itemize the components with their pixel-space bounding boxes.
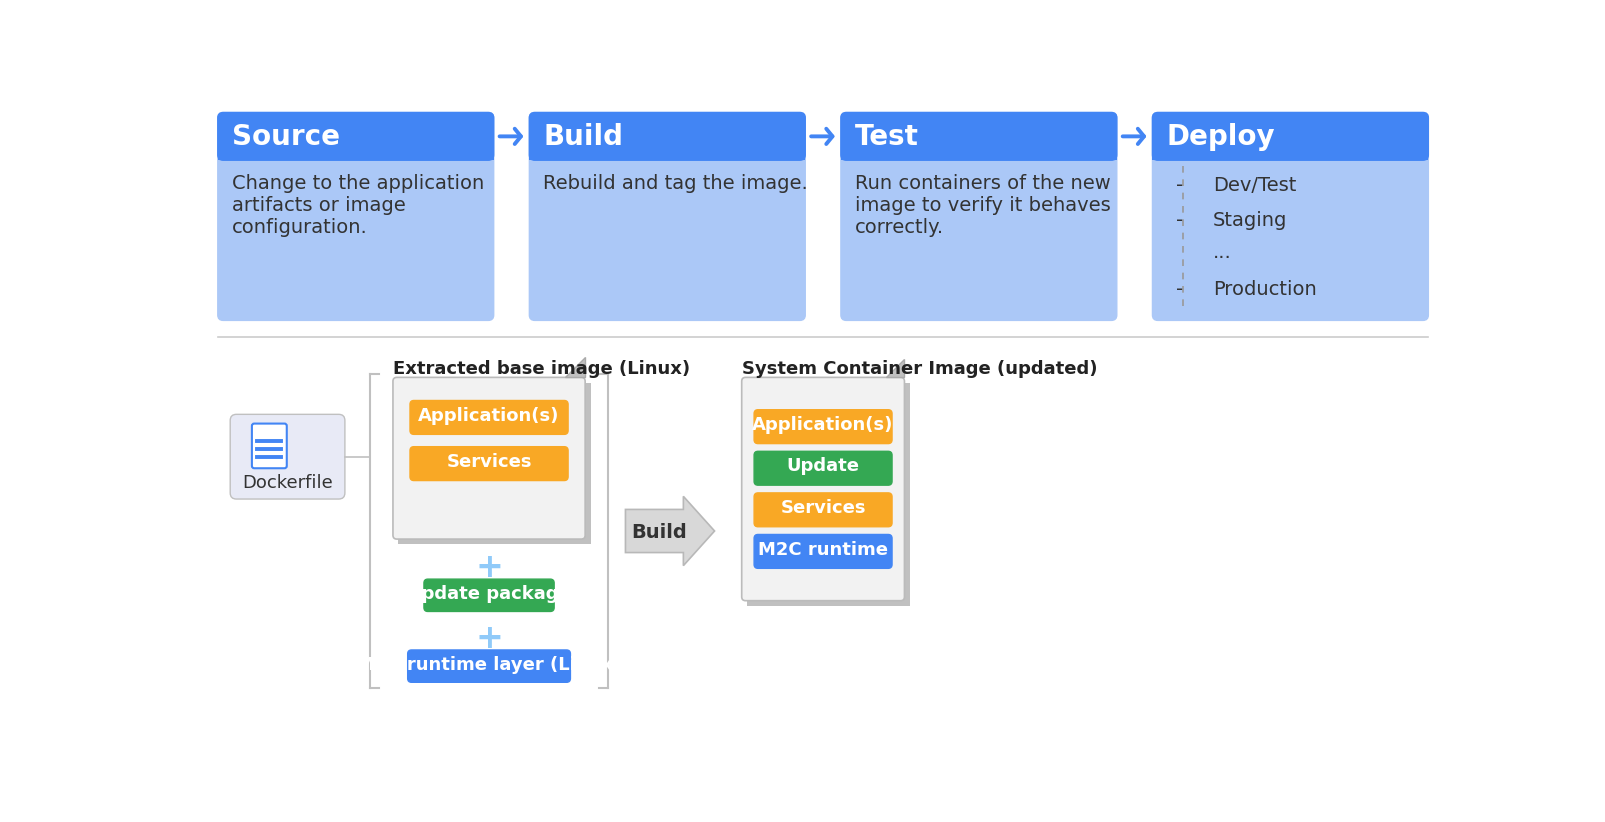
Text: Update package: Update package	[408, 585, 570, 603]
Bar	[530, 150, 804, 160]
FancyBboxPatch shape	[218, 113, 493, 321]
Text: M2C runtime: M2C runtime	[758, 541, 888, 559]
FancyBboxPatch shape	[1152, 113, 1427, 321]
Bar	[1152, 150, 1427, 160]
Text: Change to the application
artifacts or image
configuration.: Change to the application artifacts or i…	[231, 174, 483, 237]
FancyBboxPatch shape	[393, 377, 584, 539]
FancyBboxPatch shape	[230, 414, 345, 499]
Text: Update: Update	[786, 458, 859, 475]
Text: +: +	[475, 552, 502, 584]
FancyBboxPatch shape	[841, 113, 1115, 321]
FancyBboxPatch shape	[408, 650, 570, 682]
Text: Dockerfile: Dockerfile	[242, 474, 332, 492]
FancyBboxPatch shape	[1152, 113, 1427, 160]
Text: Test: Test	[854, 123, 918, 151]
Bar	[746, 383, 910, 606]
FancyBboxPatch shape	[841, 113, 1115, 160]
Polygon shape	[886, 359, 904, 377]
Text: -: -	[1175, 176, 1183, 195]
FancyBboxPatch shape	[530, 113, 804, 160]
FancyBboxPatch shape	[754, 409, 891, 444]
FancyBboxPatch shape	[742, 377, 904, 601]
Text: Production: Production	[1212, 280, 1316, 299]
FancyBboxPatch shape	[409, 446, 568, 481]
Text: Run containers of the new
image to verify it behaves
correctly.: Run containers of the new image to verif…	[854, 174, 1111, 237]
FancyBboxPatch shape	[754, 534, 891, 568]
Text: Deploy: Deploy	[1165, 123, 1274, 151]
FancyBboxPatch shape	[530, 113, 804, 321]
Text: Services: Services	[446, 453, 531, 471]
Text: Extracted base image (Linux): Extracted base image (Linux)	[393, 360, 690, 378]
Text: Source: Source	[231, 123, 340, 151]
Text: Services: Services	[780, 499, 865, 517]
Text: System Container Image (updated): System Container Image (updated)	[742, 360, 1096, 378]
Text: Application(s): Application(s)	[751, 416, 894, 434]
FancyBboxPatch shape	[252, 423, 287, 469]
Text: Rebuild and tag the image.: Rebuild and tag the image.	[542, 174, 807, 193]
Text: M2C runtime layer (Linux): M2C runtime layer (Linux)	[356, 656, 621, 674]
Bar	[218, 150, 493, 160]
Text: Staging: Staging	[1212, 211, 1287, 230]
Text: Application(s): Application(s)	[417, 407, 560, 425]
Text: -: -	[1175, 280, 1183, 299]
Text: Build: Build	[542, 123, 623, 151]
Text: Dev/Test: Dev/Test	[1212, 176, 1295, 195]
Bar	[841, 150, 1115, 160]
Polygon shape	[565, 358, 584, 377]
Text: Build: Build	[631, 524, 687, 543]
Bar	[398, 383, 591, 544]
FancyBboxPatch shape	[754, 493, 891, 527]
Text: +: +	[475, 622, 502, 655]
Text: ...: ...	[1212, 243, 1231, 262]
FancyBboxPatch shape	[218, 113, 493, 160]
FancyBboxPatch shape	[424, 580, 554, 612]
Text: -: -	[1175, 211, 1183, 230]
Polygon shape	[624, 496, 714, 566]
FancyBboxPatch shape	[409, 400, 568, 434]
FancyBboxPatch shape	[754, 451, 891, 485]
